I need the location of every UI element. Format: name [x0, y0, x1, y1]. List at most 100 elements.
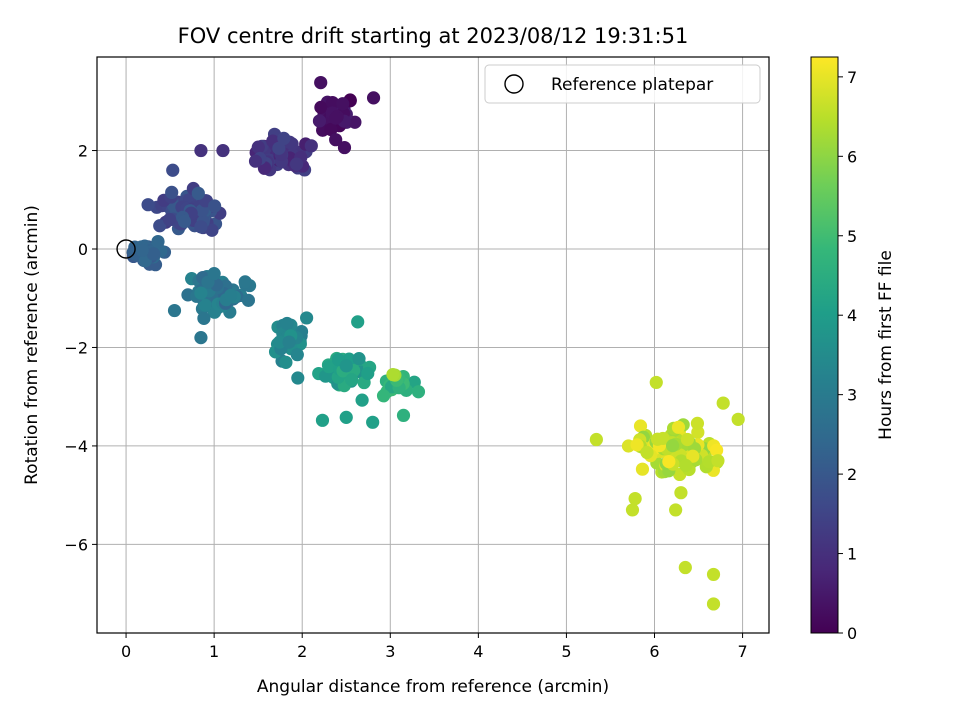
data-point — [282, 335, 296, 349]
data-point — [710, 443, 724, 457]
data-point — [640, 445, 654, 460]
data-point — [345, 373, 359, 387]
data-point — [304, 139, 318, 153]
data-point — [194, 331, 208, 345]
data-point — [635, 462, 650, 476]
data-point — [194, 286, 208, 300]
data-point — [376, 389, 391, 403]
grid-lines — [97, 57, 769, 633]
data-point — [289, 157, 304, 171]
reference-platepar-marker — [116, 239, 136, 259]
data-point — [679, 458, 693, 473]
data-point — [315, 413, 330, 427]
data-point — [339, 410, 353, 424]
data-point — [324, 122, 338, 137]
colorbar-tick-label: 2 — [847, 465, 857, 484]
data-point — [198, 298, 212, 312]
x-tick-label: 2 — [297, 642, 307, 661]
data-point — [191, 186, 205, 200]
data-point — [325, 95, 340, 110]
data-point — [147, 247, 161, 261]
data-point — [656, 431, 670, 446]
x-tick-label: 3 — [385, 642, 395, 661]
scatter-points — [126, 76, 745, 611]
y-tick-label: 2 — [78, 142, 88, 161]
data-point — [167, 303, 182, 318]
colorbar-tick-label: 1 — [847, 545, 857, 564]
chart-title: FOV centre drift starting at 2023/08/12 … — [178, 24, 689, 48]
data-point — [351, 315, 365, 329]
data-point — [674, 486, 688, 500]
colorbar-tick-label: 7 — [847, 68, 857, 87]
data-point — [662, 454, 676, 469]
data-point — [224, 288, 238, 303]
data-point — [322, 360, 336, 374]
colorbar-label: Hours from first FF file — [876, 250, 896, 440]
data-point — [208, 199, 222, 213]
colorbar-tick-label: 0 — [847, 624, 857, 643]
data-point — [352, 352, 366, 366]
data-point — [238, 275, 252, 289]
data-point — [589, 432, 603, 447]
legend: Reference platepar — [484, 64, 761, 104]
data-point — [671, 420, 686, 434]
x-tick-label: 5 — [561, 642, 571, 661]
y-tick-label: 0 — [78, 240, 88, 259]
colorbar-tick-label: 6 — [847, 147, 857, 166]
data-point — [277, 131, 291, 146]
data-point — [690, 416, 705, 430]
data-point — [366, 415, 380, 429]
data-point — [194, 220, 208, 234]
data-point — [706, 567, 721, 582]
data-point — [706, 597, 721, 611]
data-point — [339, 359, 353, 373]
legend-box — [484, 64, 761, 104]
data-point — [649, 375, 663, 390]
data-point — [686, 449, 700, 463]
data-point — [194, 143, 208, 158]
data-point — [680, 432, 695, 447]
data-point — [248, 154, 263, 168]
data-point — [361, 366, 375, 381]
colorbar-tick-label: 4 — [847, 306, 857, 325]
data-point — [314, 100, 328, 114]
data-point — [731, 412, 745, 426]
data-point — [273, 335, 287, 349]
y-axis-label: Rotation from reference (arcmin) — [22, 205, 42, 485]
data-point — [678, 560, 692, 575]
data-point — [716, 396, 730, 410]
data-point — [151, 234, 165, 249]
data-point — [366, 91, 381, 105]
data-point — [280, 316, 294, 331]
x-tick-label: 4 — [473, 642, 483, 661]
y-tick-label: −4 — [64, 437, 88, 456]
data-point — [336, 97, 350, 111]
plot-area-frame — [96, 56, 770, 634]
data-point — [290, 348, 304, 362]
data-point — [396, 408, 411, 422]
data-point — [411, 385, 426, 399]
data-point — [216, 143, 230, 158]
y-tick-label: −6 — [64, 535, 88, 554]
data-point — [329, 133, 343, 147]
colorbar-tick-label: 3 — [847, 386, 857, 405]
data-point — [177, 214, 192, 229]
data-point — [348, 115, 362, 129]
data-point — [141, 198, 155, 212]
x-tick-label: 6 — [649, 642, 659, 661]
data-point — [312, 114, 327, 128]
data-point — [386, 367, 400, 382]
reference-marker-layer — [116, 239, 136, 259]
data-point — [251, 140, 265, 154]
x-tick-label: 7 — [737, 642, 747, 661]
data-point — [355, 393, 369, 407]
data-point — [711, 454, 725, 468]
data-point — [300, 311, 314, 325]
data-point — [337, 140, 352, 155]
data-point — [630, 438, 644, 452]
data-point — [279, 355, 293, 369]
x-axis-ticks: 0 1 2 3 4 5 6 7 — [121, 633, 748, 661]
y-axis-ticks: 2 0 −2 −4 −6 — [64, 142, 97, 554]
data-point — [162, 212, 177, 227]
